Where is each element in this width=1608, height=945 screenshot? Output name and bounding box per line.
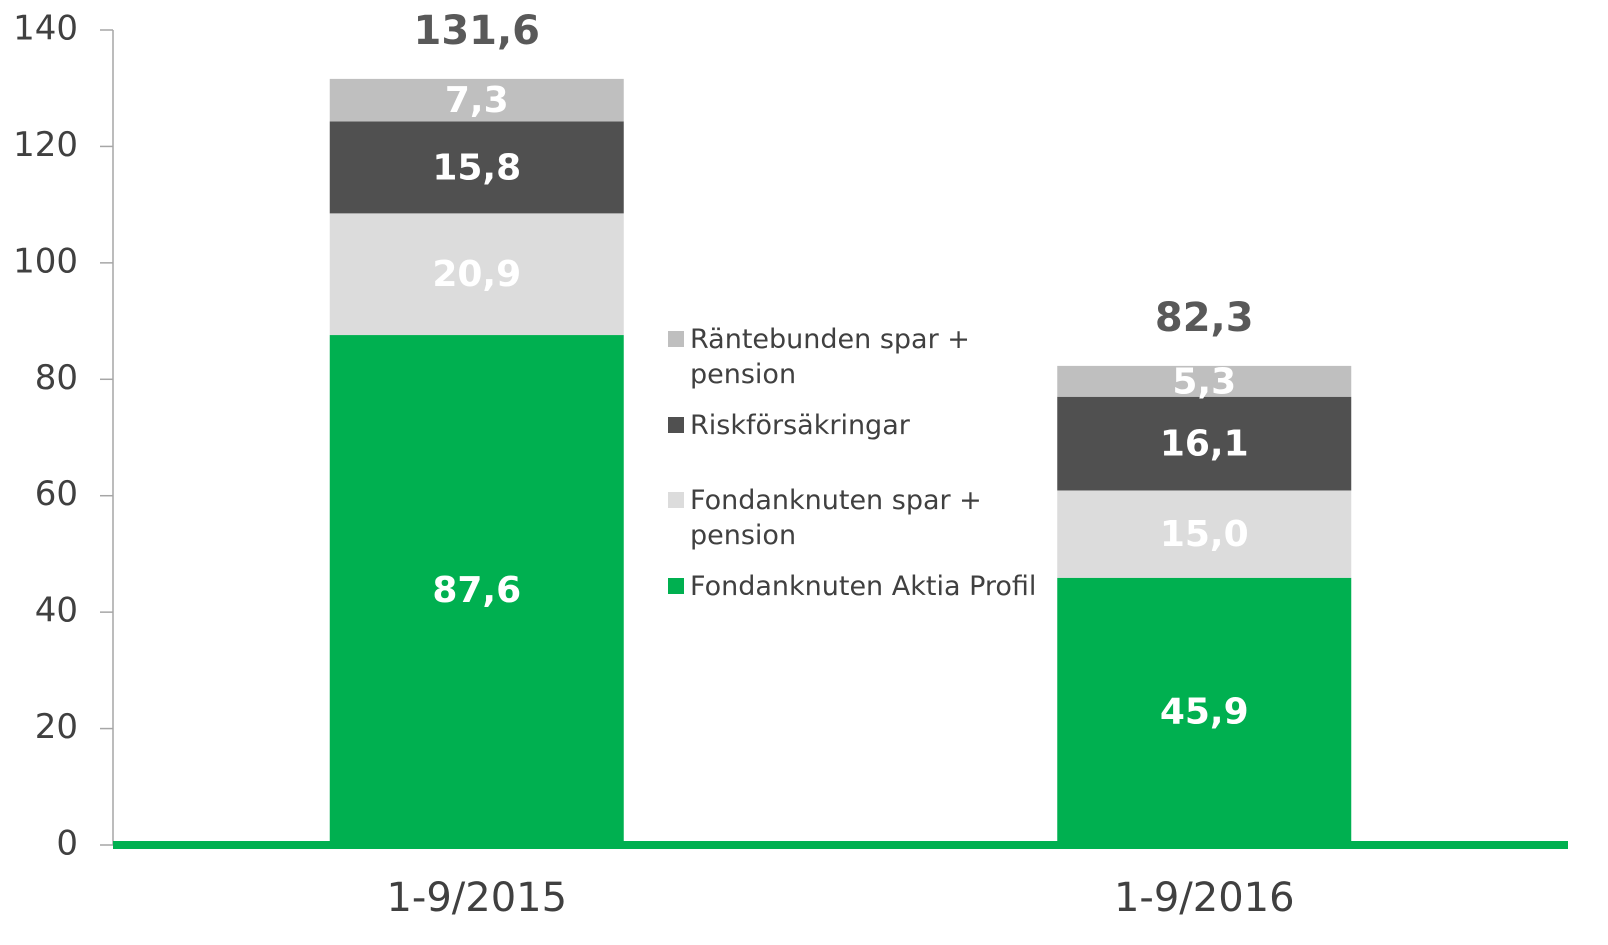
bar-segment [1057,396,1352,491]
bar-segment [1057,577,1352,845]
y-tick-label: 100 [13,241,78,281]
data-label: 20,9 [432,254,521,295]
y-tick-label: 140 [13,9,78,49]
data-label: 16,1 [1160,424,1249,465]
legend-label: Fondanknuten spar + pension [690,485,982,551]
legend-label: Fondanknuten Aktia Profil [690,571,1037,602]
data-label: 87,6 [432,570,521,611]
legend-swatch [668,578,684,594]
legend-swatch [668,331,684,347]
bar-segment [329,121,624,214]
legend-swatch [668,492,684,508]
legend-label: Riskförsäkringar [690,410,910,441]
y-tick-label: 40 [35,591,78,631]
bar-segment [329,335,624,845]
total-label: 82,3 [1155,295,1254,341]
y-tick-label: 0 [56,824,78,864]
bar-segment [1057,365,1352,397]
data-label: 45,9 [1160,691,1249,732]
bar-segment [1057,490,1352,578]
legend-swatch [668,417,684,433]
y-tick-label: 60 [35,474,78,514]
legend-item: Riskförsäkringar [668,408,1000,443]
legend-item: Räntebunden spar + pension [668,322,1000,392]
bar-segment [329,78,624,122]
x-tick-label: 1-9/2016 [1114,875,1295,921]
total-label: 131,6 [413,8,540,54]
data-label: 5,3 [1172,361,1236,402]
legend-item: Fondanknuten spar + pension [668,483,1000,553]
bar-segment [329,213,624,336]
y-tick-label: 120 [13,125,78,165]
y-tick-label: 80 [35,358,78,398]
x-tick-label: 1-9/2015 [386,875,567,921]
data-label: 15,8 [432,147,521,188]
data-label: 15,0 [1160,514,1249,555]
legend-item: Fondanknuten Aktia Profil [668,569,1090,604]
data-label: 7,3 [445,80,509,121]
legend: Räntebunden spar + pension Riskförsäkring… [668,322,1068,604]
legend-label: Räntebunden spar + pension [690,324,970,390]
y-tick-label: 20 [35,707,78,747]
